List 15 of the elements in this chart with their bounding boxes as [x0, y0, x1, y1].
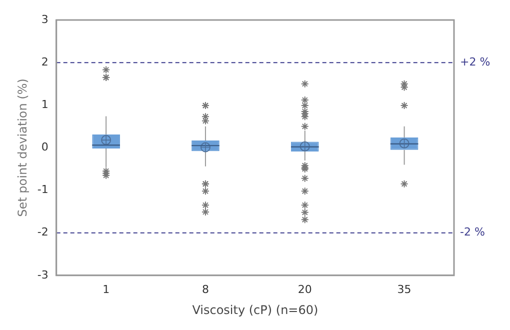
x-tick-label: 20 [298, 282, 312, 296]
x-tick-label: 35 [397, 282, 412, 296]
y-tick-label: -3 [37, 268, 48, 282]
x-axis-title: Viscosity (cP) (n=60) [192, 302, 318, 317]
x-tick-label: 1 [102, 282, 110, 296]
y-tick-label: 0 [41, 140, 48, 154]
x-tick-label: 8 [202, 282, 209, 296]
ref-line-label: +2 % [460, 55, 490, 68]
ref-line-label: -2 % [460, 226, 485, 239]
y-tick-label: 2 [41, 55, 48, 68]
y-tick-label: -2 [37, 226, 48, 239]
y-tick-label: 3 [41, 12, 48, 26]
y-tick-label: -1 [37, 183, 48, 196]
y-axis-title: Set point deviation (%) [15, 78, 30, 217]
y-tick-label: 1 [41, 98, 48, 111]
